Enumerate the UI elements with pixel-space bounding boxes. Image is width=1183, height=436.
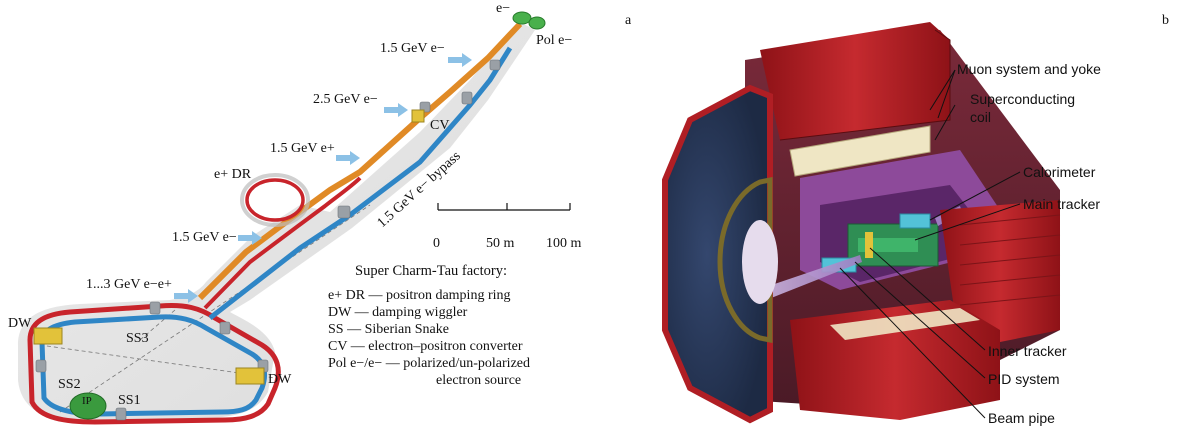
interaction-point-detector xyxy=(69,392,107,420)
scale-bar: 0 50 m 100 m xyxy=(433,203,582,251)
panel-label-a: a xyxy=(625,13,632,28)
arrow-3 xyxy=(336,151,360,165)
converter-block xyxy=(411,109,425,123)
legend-line-3: SS — Siberian Snake xyxy=(328,322,449,337)
pol-source-1 xyxy=(512,11,532,25)
ring-modules xyxy=(35,59,501,421)
linac-orange xyxy=(197,21,523,301)
leader-muon xyxy=(929,69,956,111)
injection-arrows xyxy=(174,53,472,303)
legend-line-2: DW — damping wiggler xyxy=(328,305,468,320)
label-1-5-gev-e-mid: 1.5 GeV e− xyxy=(172,230,237,245)
superconducting-coil xyxy=(789,125,931,177)
main-ring-red xyxy=(27,303,281,425)
accelerator-diagram: e− Pol e− 1.5 GeV e− 2.5 GeV e− CV 1.5 G… xyxy=(8,1,582,425)
label-main-tracker: Main tracker xyxy=(1023,196,1100,212)
legend: Super Charm-Tau factory: e+ DR — positro… xyxy=(328,263,530,388)
transfer-line-red xyxy=(203,176,362,310)
leader-calorimeter xyxy=(929,171,1021,221)
dashed-axis-2 xyxy=(59,204,371,413)
label-1-5-gev-e-plus: 1.5 GeV e+ xyxy=(270,141,335,156)
label-ss3: SS3 xyxy=(126,331,149,346)
arrow-2 xyxy=(384,103,408,117)
label-calorimeter: Calorimeter xyxy=(1023,164,1096,180)
scale-label-50: 50 m xyxy=(486,236,515,251)
label-muon-system: Muon system and yoke xyxy=(957,61,1101,77)
leader-inner-tracker xyxy=(869,247,986,351)
label-pid-system: PID system xyxy=(988,371,1060,387)
scale-label-0: 0 xyxy=(433,236,440,251)
label-coil-1: Superconducting xyxy=(970,91,1075,107)
detector-diagram: Muon system and yoke Superconducting coi… xyxy=(662,22,1101,426)
label-1-5-gev-e-minus: 1.5 GeV e− xyxy=(380,41,445,56)
label-coil-2: coil xyxy=(970,109,991,125)
scale-label-100: 100 m xyxy=(546,236,582,251)
leader-main-tracker xyxy=(914,203,1021,241)
right-yoke-ribs xyxy=(959,214,1061,306)
endcap-octagon xyxy=(665,88,770,420)
label-inner-tracker: Inner tracker xyxy=(988,343,1067,359)
damping-wiggler-right xyxy=(235,367,265,385)
pid-endcap-top xyxy=(899,213,931,229)
legend-line-5: Pol e−/e− — polarized/un-polarized xyxy=(328,356,530,371)
panel-label-b: b xyxy=(1162,13,1169,28)
damping-wiggler-left xyxy=(33,327,63,345)
pol-source-2 xyxy=(528,16,546,30)
legend-line-4: CV — electron–positron converter xyxy=(328,339,523,354)
label-ss2: SS2 xyxy=(58,377,81,392)
top-yoke-edge xyxy=(779,29,951,141)
endcap-bore xyxy=(742,220,778,304)
legend-line-1: e+ DR — positron damping ring xyxy=(328,288,511,303)
arrow-4 xyxy=(238,231,262,245)
label-1-3-gev: 1...3 GeV e−e+ xyxy=(86,277,172,292)
label-ip: IP xyxy=(82,395,92,407)
label-2-5-gev-e-minus: 2.5 GeV e− xyxy=(313,92,378,107)
label-dw-left: DW xyxy=(8,316,32,331)
legend-line-6: electron source xyxy=(436,373,521,388)
legend-title: Super Charm-Tau factory: xyxy=(355,263,507,279)
label-e-plus-dr: e+ DR xyxy=(214,167,252,182)
endcap-rim xyxy=(662,84,773,424)
damping-ring-shadow xyxy=(240,173,310,227)
bottom-coil xyxy=(830,308,980,340)
arrow-5 xyxy=(174,289,198,303)
vertex-detector xyxy=(865,232,873,258)
transfer-line-blue-bypass xyxy=(208,46,513,320)
leader-beam-pipe xyxy=(839,267,986,419)
leader-muon-2 xyxy=(937,69,956,119)
leader-lines xyxy=(839,69,1021,419)
label-cv: CV xyxy=(430,118,449,133)
label-e-minus-top: e− xyxy=(496,1,510,16)
positron-damping-ring xyxy=(245,178,305,222)
leader-pid xyxy=(854,261,986,379)
label-pol-e: Pol e− xyxy=(536,33,572,48)
label-dw-right: DW xyxy=(268,372,292,387)
label-ss1: SS1 xyxy=(118,393,141,408)
arrow-1 xyxy=(448,53,472,67)
label-beam-pipe: Beam pipe xyxy=(988,410,1055,426)
leader-coil xyxy=(934,104,956,141)
top-yoke xyxy=(760,22,950,140)
